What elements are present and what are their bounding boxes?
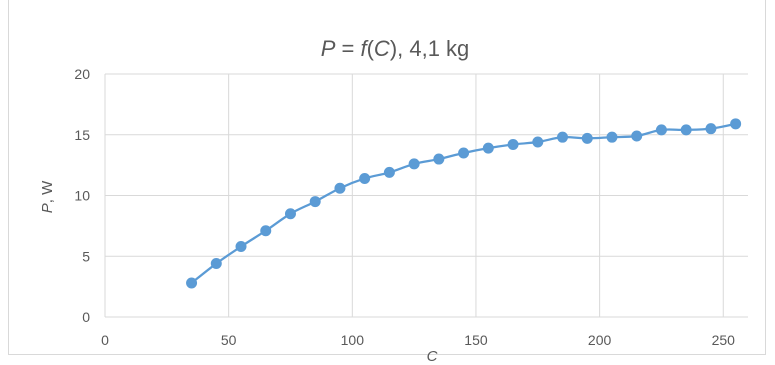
x-tick-label: 150 — [464, 332, 488, 348]
chart-title-part: ( — [367, 36, 375, 61]
chart-title: P = f(C), 4,1 kg — [321, 36, 470, 61]
chart-title-part: P — [321, 36, 336, 61]
x-axis-label: C — [427, 348, 438, 365]
x-tick-label: 250 — [712, 332, 736, 348]
chart-title-part: C — [374, 36, 390, 61]
data-point — [284, 208, 296, 220]
y-axis-label: P, W — [39, 180, 56, 213]
y-tick-label: 0 — [82, 309, 90, 325]
data-point — [260, 225, 272, 237]
data-point — [334, 182, 346, 194]
data-point — [507, 138, 519, 150]
data-point — [458, 147, 470, 159]
y-tick-labels: 0 5 10 15 20 — [74, 66, 90, 325]
y-tick-label: 15 — [74, 127, 90, 143]
data-point — [186, 277, 198, 289]
data-point — [655, 124, 667, 136]
data-point — [705, 123, 717, 135]
x-tick-label: 200 — [588, 332, 612, 348]
series-line — [186, 118, 742, 289]
x-tick-label: 0 — [101, 332, 109, 348]
data-point — [309, 196, 321, 208]
data-point — [235, 241, 247, 253]
data-point — [433, 153, 445, 165]
chart-area — [8, 0, 766, 355]
data-point — [210, 258, 222, 270]
y-tick-label: 20 — [74, 66, 90, 82]
chart-title-part: = — [335, 36, 360, 61]
y-tick-label: 10 — [74, 188, 90, 204]
x-tick-label: 50 — [221, 332, 237, 348]
data-point — [359, 172, 371, 184]
y-tick-label: 5 — [82, 248, 90, 264]
y-axis-label-part: P — [39, 203, 56, 213]
data-point — [730, 118, 742, 130]
data-point — [557, 131, 569, 143]
y-axis-label-part: , W — [39, 180, 56, 203]
data-point — [631, 130, 643, 142]
data-point — [680, 124, 692, 136]
chart-title-part: ), 4,1 kg — [390, 36, 469, 61]
data-point — [532, 136, 544, 148]
data-point — [383, 166, 395, 178]
data-point — [581, 132, 593, 144]
chart-title-part: f — [360, 36, 369, 61]
data-point — [408, 158, 420, 170]
x-tick-labels: 0 50 100 150 200 250 — [101, 332, 735, 348]
gridlines — [104, 73, 748, 318]
x-tick-label: 100 — [341, 332, 365, 348]
data-point — [482, 142, 494, 154]
data-point — [606, 131, 618, 143]
